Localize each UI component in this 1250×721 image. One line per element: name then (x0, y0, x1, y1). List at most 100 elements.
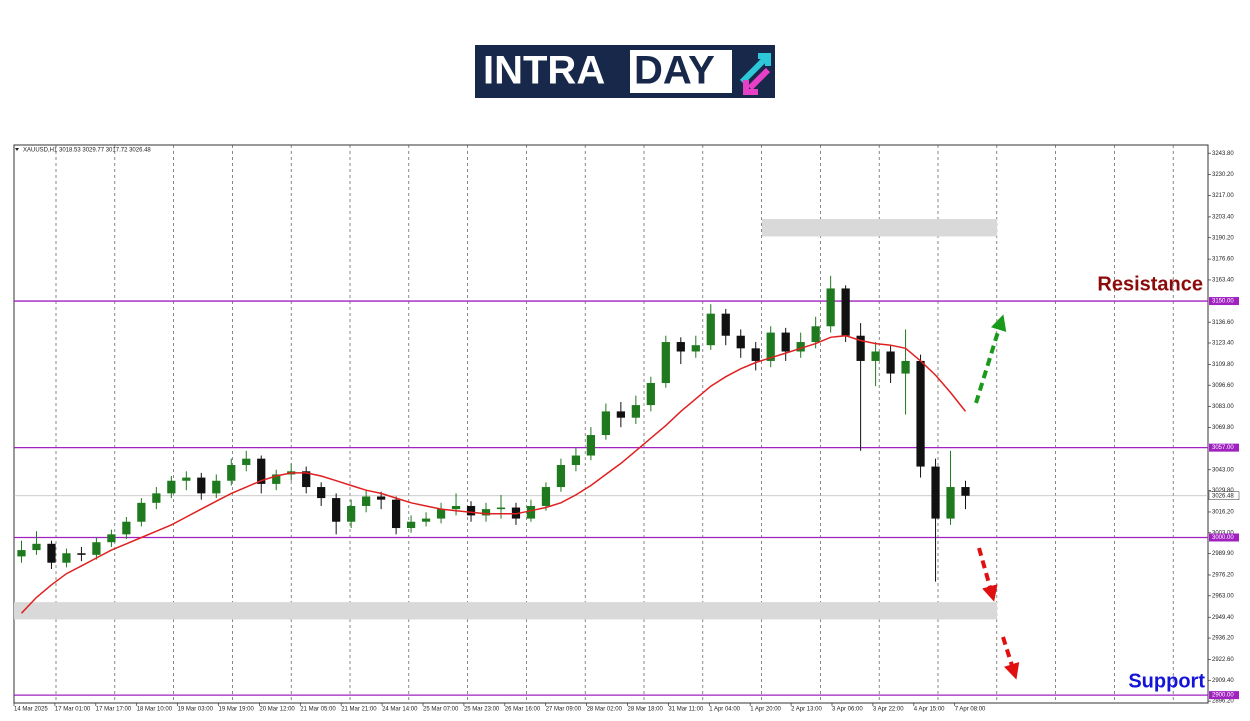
moving-average (20, 334, 967, 614)
candle-body (227, 464, 236, 481)
x-tick-label: 20 Mar 12:00 (259, 707, 295, 713)
candle-body (77, 553, 86, 555)
level-box (1209, 443, 1239, 452)
candle-body (796, 342, 805, 352)
level-label: 3057.00 (1212, 445, 1234, 451)
y-tick-label: 2936.20 (1212, 636, 1234, 642)
candle-body (257, 458, 266, 484)
candle-body (197, 477, 206, 494)
candle-body (931, 466, 940, 519)
candle-body (781, 332, 790, 352)
candle-body (302, 471, 311, 488)
level-label: 3000.00 (1212, 535, 1234, 541)
y-tick-label: 3016.20 (1212, 510, 1234, 516)
candle-body (736, 335, 745, 349)
candle-body (751, 348, 760, 361)
candle-body (586, 435, 596, 456)
candle-body (556, 464, 566, 488)
candle-body (961, 487, 970, 496)
candle-body (496, 507, 506, 510)
x-tick-label: 28 Mar 18:00 (628, 707, 664, 713)
level-label: 3150.00 (1212, 299, 1234, 305)
candle-body (766, 332, 775, 361)
candle-body (706, 313, 715, 346)
candle-body (541, 487, 551, 506)
y-tick-label: 3109.80 (1212, 362, 1234, 368)
logo-icon (739, 53, 771, 85)
logo-box (630, 50, 732, 93)
resistance-label: Resistance (1097, 273, 1203, 295)
candle-body (376, 496, 386, 500)
candle-body (107, 534, 116, 543)
candle-body (841, 288, 850, 336)
candle-body (242, 458, 251, 465)
y-tick-label: 3123.40 (1212, 341, 1234, 347)
candle-body (661, 342, 670, 384)
y-tick-label: 3203.40 (1212, 214, 1234, 220)
down-arrow (1001, 636, 1020, 680)
candle-body (526, 505, 536, 519)
x-tick-label: 19 Mar 19:00 (219, 707, 255, 713)
symbol-info: XAUUSD,H1 3018.53 3029.77 3017.72 3026.4… (23, 148, 151, 154)
candle-body (17, 550, 26, 557)
candle-body (47, 543, 56, 563)
y-tick-label: 3069.80 (1212, 425, 1234, 431)
y-tick-label: 2963.00 (1212, 593, 1234, 599)
candle-body (811, 326, 820, 343)
y-tick-label: 2989.90 (1212, 551, 1234, 557)
x-tick-label: 28 Mar 02:00 (587, 707, 623, 713)
candle-body (391, 499, 401, 529)
x-tick-label: 25 Mar 23:00 (464, 707, 500, 713)
candle-body (92, 542, 101, 555)
y-tick-label: 2909.40 (1212, 678, 1234, 684)
x-tick-label: 18 Mar 10:00 (137, 707, 173, 713)
x-tick-label: 3 Apr 06:00 (832, 707, 863, 713)
candle-body (317, 487, 326, 499)
x-tick-label: 24 Mar 14:00 (382, 707, 418, 713)
y-tick-label: 3029.80 (1212, 488, 1234, 494)
x-tick-label: 1 Apr 04:00 (709, 707, 740, 713)
candle-body (871, 351, 880, 361)
x-tick-label: 31 Mar 11:00 (668, 707, 704, 713)
candle-body (916, 360, 925, 467)
y-tick-label: 2949.40 (1212, 615, 1234, 621)
logo-text: DAY (634, 49, 715, 93)
level-box (1209, 533, 1239, 542)
candle-body (856, 335, 865, 361)
candle-body (406, 521, 416, 529)
y-tick-label: 3096.60 (1212, 383, 1234, 389)
candle-body (152, 493, 161, 503)
x-tick-label: 7 Apr 08:00 (955, 707, 986, 713)
candle-body (571, 455, 581, 465)
y-tick-label: 3136.60 (1212, 320, 1234, 326)
x-tick-label: 19 Mar 03:00 (178, 707, 214, 713)
x-tick-label: 25 Mar 07:00 (423, 707, 459, 713)
y-tick-label: 3243.80 (1212, 151, 1234, 157)
level-box (1209, 297, 1239, 306)
logo-text: INTRA (483, 49, 605, 93)
x-tick-label: 1 Apr 20:00 (750, 707, 781, 713)
level-label: 2900.00 (1212, 693, 1234, 699)
candle-body (691, 345, 700, 352)
candle-body (62, 553, 71, 563)
x-tick-label: 2 Apr 13:00 (791, 707, 822, 713)
level-box (1209, 691, 1239, 700)
candle-body (676, 342, 685, 352)
candle-body (901, 360, 910, 374)
zone (14, 602, 997, 620)
candle-body (272, 474, 281, 484)
y-tick-label: 2896.20 (1212, 699, 1234, 705)
logo: INTRA DAY (475, 45, 775, 98)
up-arrow (974, 314, 1007, 404)
support-label: Support (1128, 670, 1205, 692)
y-tick-label: 2976.20 (1212, 573, 1234, 579)
last-price-box (1208, 491, 1240, 501)
candle-body (451, 505, 461, 510)
y-tick-label: 3176.60 (1212, 257, 1234, 263)
x-tick-label: 14 Mar 2025 (14, 707, 48, 713)
x-tick-label: 21 Mar 21:00 (341, 707, 377, 713)
y-tick-label: 3003.00 (1212, 530, 1234, 536)
candle-body (137, 502, 146, 522)
y-tick-label: 3217.00 (1212, 193, 1234, 199)
x-tick-label: 17 Mar 17:00 (96, 707, 132, 713)
